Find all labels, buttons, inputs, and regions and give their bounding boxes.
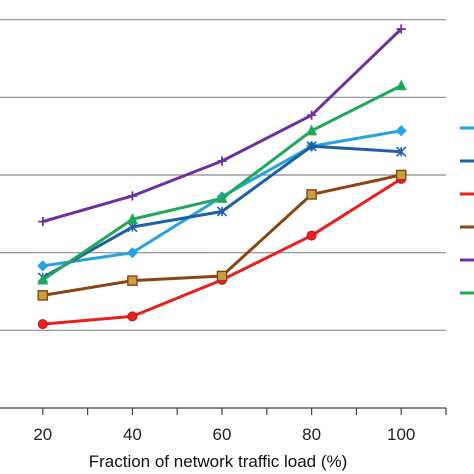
series-5 bbox=[37, 79, 407, 285]
legend bbox=[460, 126, 474, 295]
series-5-point-2 bbox=[216, 192, 228, 203]
series-0-point-1 bbox=[126, 247, 138, 259]
x-tick-label-1: 40 bbox=[123, 425, 142, 444]
series-5-line bbox=[41, 84, 402, 282]
x-axis-title: Fraction of network traffic load (%) bbox=[89, 452, 348, 471]
x-tick-label-2: 60 bbox=[213, 425, 232, 444]
series-3-point-4 bbox=[395, 169, 407, 181]
series-3-point-3 bbox=[306, 189, 317, 200]
x-axis: 20 40 60 80 100 bbox=[0, 407, 447, 444]
x-tick-label-3: 80 bbox=[302, 425, 321, 444]
series-1-point-2 bbox=[216, 206, 228, 217]
series-3 bbox=[37, 169, 407, 301]
series-2-point-1 bbox=[127, 311, 138, 322]
series-4-point-3 bbox=[307, 110, 317, 120]
gridlines bbox=[0, 19, 446, 331]
x-tick-label-4: 100 bbox=[387, 425, 415, 444]
series-1-point-4 bbox=[396, 146, 407, 157]
series-1-point-3 bbox=[306, 141, 317, 152]
series-4-point-1 bbox=[127, 191, 137, 201]
series-3-point-2 bbox=[216, 270, 228, 282]
series-5-point-0 bbox=[37, 273, 49, 285]
series-2-point-0 bbox=[37, 319, 48, 330]
series-5-point-4 bbox=[395, 79, 407, 91]
series-1 bbox=[37, 141, 407, 283]
series-4-point-4 bbox=[396, 24, 406, 34]
series-4-point-2 bbox=[217, 156, 227, 166]
series-lines bbox=[37, 24, 407, 330]
x-tick-label-0: 20 bbox=[33, 425, 52, 444]
series-4-point-0 bbox=[38, 217, 48, 227]
series-1-point-1 bbox=[127, 221, 138, 233]
series-0-point-0 bbox=[37, 260, 49, 272]
series-2-point-3 bbox=[306, 230, 317, 241]
series-4 bbox=[38, 24, 406, 227]
series-3-point-0 bbox=[37, 290, 49, 301]
series-5-point-3 bbox=[306, 124, 318, 136]
series-3-point-1 bbox=[127, 275, 138, 286]
series-5-point-1 bbox=[126, 213, 138, 224]
series-0-point-4 bbox=[395, 125, 407, 137]
